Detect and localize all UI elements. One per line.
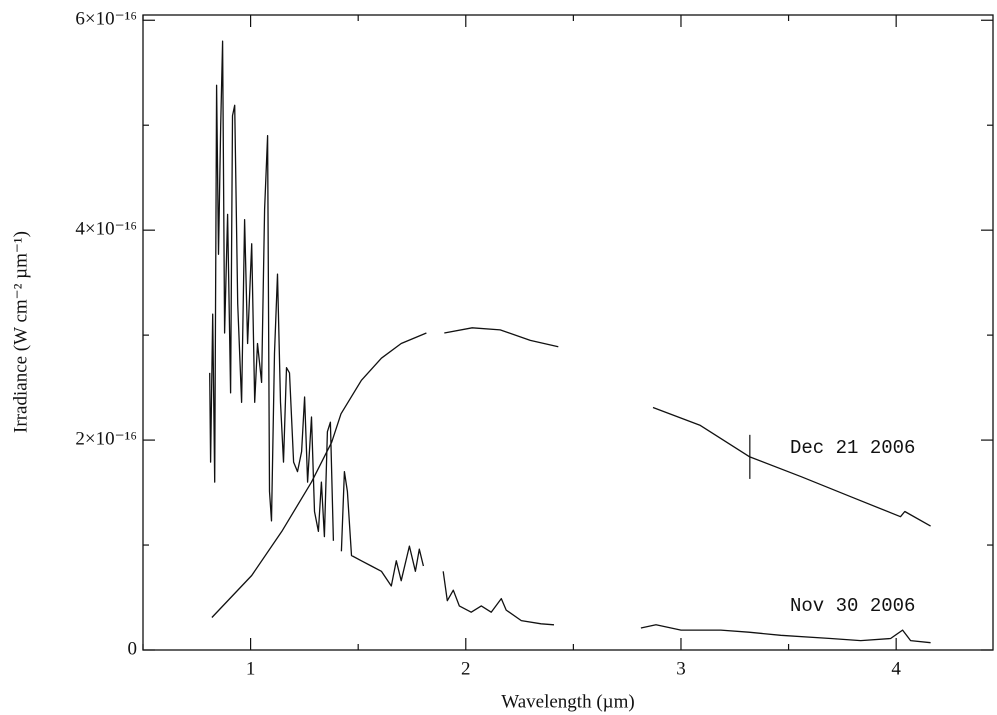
spectrum-line xyxy=(209,40,931,644)
y-tick-label: 6×10⁻¹⁶ xyxy=(75,9,137,30)
x-tick-label: 4 xyxy=(891,658,901,679)
x-tick-label: 3 xyxy=(676,658,686,679)
y-axis-label: Irradiance (W cm⁻² µm⁻¹) xyxy=(10,231,31,433)
x-axis-label: Wavelength (µm) xyxy=(501,691,634,712)
series-annotation: Nov 30 2006 xyxy=(790,595,915,617)
plot-frame xyxy=(142,14,994,651)
y-tick-label: 4×10⁻¹⁶ xyxy=(75,219,137,240)
spectrum-line xyxy=(211,327,931,618)
x-tick-label: 1 xyxy=(246,658,256,679)
y-tick-label: 0 xyxy=(128,638,138,659)
y-tick-label: 2×10⁻¹⁶ xyxy=(75,428,137,449)
series-annotation: Dec 21 2006 xyxy=(790,437,915,459)
x-tick-label: 2 xyxy=(461,658,471,679)
